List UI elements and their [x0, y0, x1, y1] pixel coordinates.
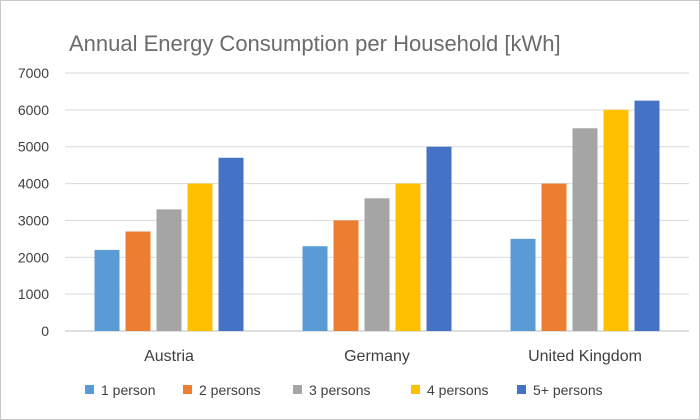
y-axis-ticks: 0 1000 2000 3000 4000 5000 6000 7000: [18, 65, 49, 339]
bar: [94, 249, 120, 331]
x-axis-ticks: Austria Germany United Kingdom: [144, 348, 642, 365]
legend-label: 4 persons: [427, 382, 488, 398]
bar: [333, 220, 359, 331]
bar: [218, 157, 244, 331]
legend-item: 3 persons: [293, 382, 370, 398]
legend-swatch: [85, 385, 94, 394]
y-tick-label: 0: [41, 323, 49, 339]
bar: [572, 128, 598, 331]
legend-item: 4 persons: [411, 382, 488, 398]
y-tick-label: 2000: [18, 249, 49, 265]
x-tick-label: Austria: [144, 348, 194, 365]
legend-swatch: [517, 385, 526, 394]
bar: [541, 183, 567, 331]
bar: [426, 146, 452, 331]
x-tick-label: Germany: [344, 348, 410, 365]
bar: [634, 100, 660, 332]
legend-item: 1 person: [85, 382, 155, 398]
legend-swatch: [411, 385, 420, 394]
legend: 1 person 2 persons 3 persons 4 persons 5+ pe…: [85, 382, 603, 398]
legend-label: 2 persons: [199, 382, 260, 398]
y-tick-label: 7000: [18, 65, 49, 81]
legend-item: 2 persons: [183, 382, 260, 398]
bar: [302, 246, 328, 331]
bar: [156, 209, 182, 331]
bar: [510, 238, 536, 331]
bar: [364, 198, 390, 331]
y-tick-label: 6000: [18, 102, 49, 118]
bar: [187, 183, 213, 331]
legend-item: 5+ persons: [517, 382, 603, 398]
y-tick-label: 4000: [18, 176, 49, 192]
y-tick-label: 5000: [18, 139, 49, 155]
bars: [94, 100, 660, 332]
chart-title: Annual Energy Consumption per Household …: [69, 31, 561, 56]
bar: [125, 231, 151, 331]
x-tick-label: United Kingdom: [528, 348, 642, 365]
y-tick-label: 3000: [18, 212, 49, 228]
y-tick-label: 1000: [18, 286, 49, 302]
bar: [395, 183, 421, 331]
legend-swatch: [183, 385, 192, 394]
bar: [603, 109, 629, 331]
legend-label: 3 persons: [309, 382, 370, 398]
legend-label: 1 person: [101, 382, 155, 398]
legend-swatch: [293, 385, 302, 394]
legend-label: 5+ persons: [533, 382, 603, 398]
